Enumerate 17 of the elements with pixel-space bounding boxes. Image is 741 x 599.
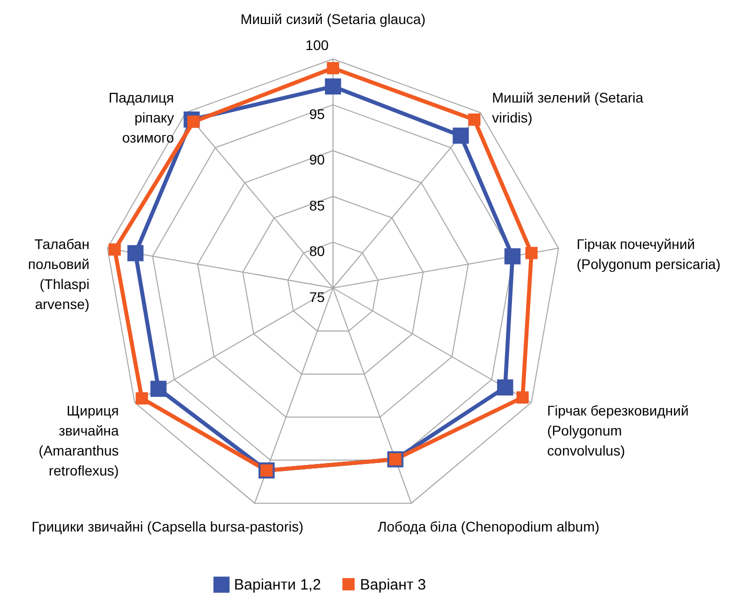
spoke-label: Гірчак почечуйний (Polygonum persicaria) xyxy=(576,236,721,272)
y-tick-label: 100 xyxy=(305,37,329,53)
spoke-label: Мишій сизий (Setaria glauca) xyxy=(240,10,426,27)
y-tick-label: 95 xyxy=(309,106,325,122)
spoke-label: Талабан польовий (Thlaspi arvense) xyxy=(28,236,90,312)
spoke-label: Гірчак березковидний (Polygonum convolvulus) xyxy=(547,402,689,459)
y-tick-label: 90 xyxy=(309,152,325,168)
y-tick-label: 75 xyxy=(309,289,325,305)
spoke-label: Лобода біла (Chenopodium album) xyxy=(378,518,600,534)
y-tick-label: 85 xyxy=(309,197,325,214)
spoke-label: Щириця звичайна (Amaranthus retroflexus) xyxy=(38,402,120,479)
legend-label: Варіанти 1,2 xyxy=(234,576,321,594)
spoke-label: Падалиця ріпаку озимого xyxy=(108,90,174,146)
spoke-label: Мишій зелений (Setaria viridis) xyxy=(492,90,644,126)
legend-label: Варіант 3 xyxy=(360,576,426,594)
spoke-label: Грицики звичайні (Capsella bursa-pastoris) xyxy=(32,518,304,534)
y-tick-label: 80 xyxy=(309,243,325,260)
